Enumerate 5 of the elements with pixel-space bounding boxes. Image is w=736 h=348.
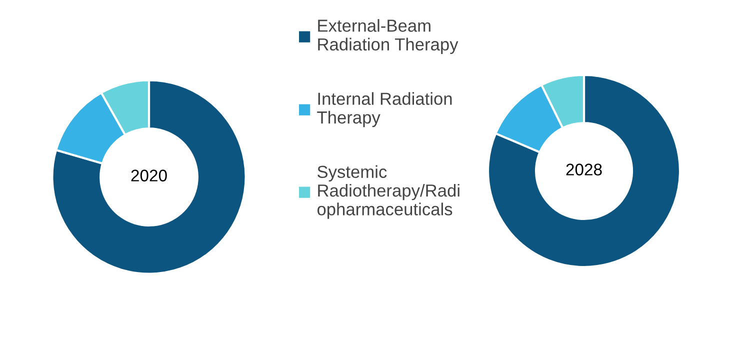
text: 2028 <box>566 164 602 176</box>
text: 2020 <box>131 170 167 182</box>
legend-label: Systemic Radiotherapy/Radi opharmaceuticals <box>317 165 460 219</box>
legend-label: Internal Radiation Therapy <box>317 92 452 128</box>
legend-label: External-Beam Radiation Therapy <box>318 19 458 54</box>
